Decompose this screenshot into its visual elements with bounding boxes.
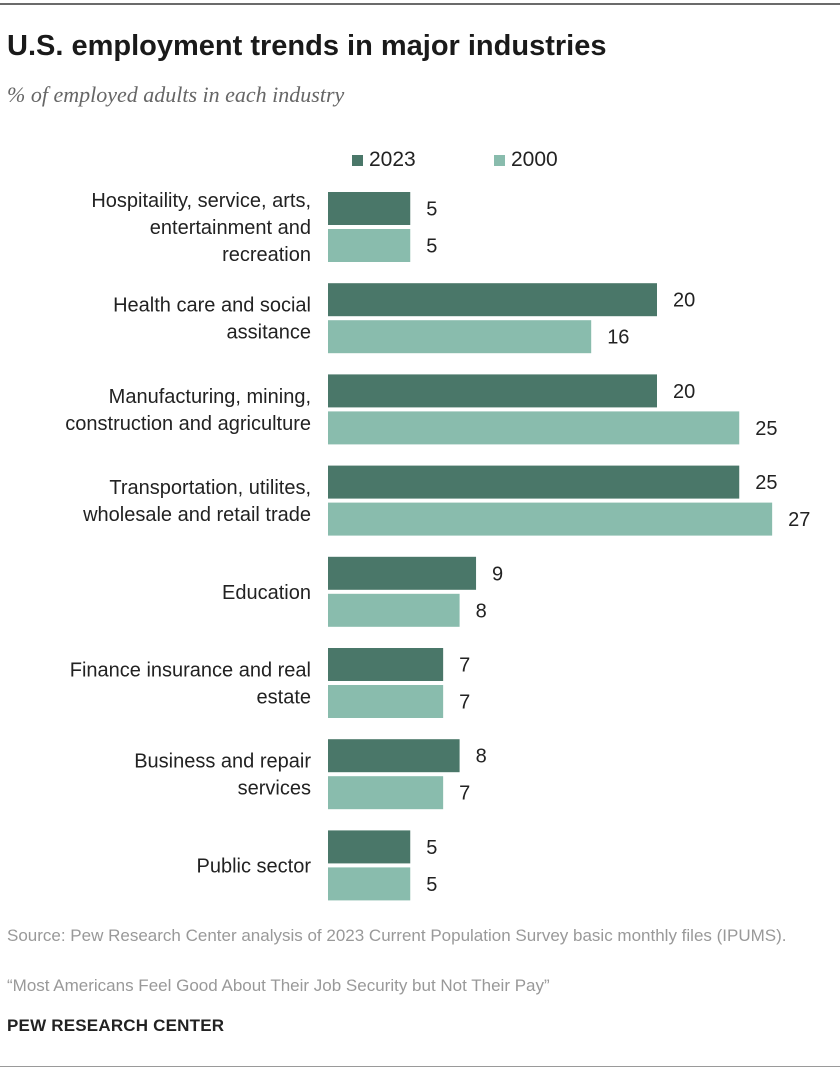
- value-label-2000: 5: [426, 236, 437, 258]
- chart-subtitle: % of employed adults in each industry: [7, 82, 345, 107]
- value-label-2023: 5: [426, 199, 437, 221]
- bar-chart: Hospitaility, service, arts, entertainmen…: [65, 190, 810, 901]
- bar-2023: [328, 739, 460, 773]
- category-label: Public sector: [197, 855, 312, 877]
- category-label: Business and repair services: [134, 751, 311, 800]
- value-label-2000: 27: [788, 509, 810, 531]
- category-label: Health care and social assitance: [113, 295, 311, 344]
- value-label-2000: 16: [607, 327, 629, 349]
- value-label-2023: 8: [476, 746, 487, 768]
- value-label-2023: 7: [459, 655, 470, 677]
- source-note: Source: Pew Research Center analysis of …: [7, 926, 787, 945]
- category-label: Manufacturing, mining, construction and a…: [65, 386, 311, 435]
- value-label-2023: 5: [426, 837, 437, 859]
- bar-2000: [328, 320, 592, 354]
- brand-name: PEW RESEARCH CENTER: [7, 1016, 225, 1035]
- bottom-rule: [0, 1066, 840, 1067]
- legend-swatch-2023: [352, 154, 363, 166]
- report-title-note: “Most Americans Feel Good About Their Jo…: [7, 976, 550, 995]
- legend-item-2023: 2023: [352, 148, 416, 172]
- legend-swatch-2000: [494, 154, 505, 166]
- bar-2023: [328, 648, 444, 681]
- value-label-2000: 25: [755, 418, 777, 440]
- value-label-2000: 8: [476, 600, 487, 622]
- value-label-2023: 20: [673, 290, 695, 312]
- value-label-2023: 25: [755, 472, 777, 494]
- value-label-2000: 7: [459, 692, 470, 714]
- legend-item-2000: 2000: [494, 148, 558, 172]
- bar-2000: [328, 411, 740, 445]
- legend-label-2023: 2023: [369, 148, 416, 171]
- bar-2000: [328, 502, 773, 536]
- chart-title: U.S. employment trends in major industri…: [7, 30, 607, 62]
- bar-2023: [328, 830, 411, 864]
- category-label: Transportation, utilites, wholesale and r…: [82, 477, 311, 526]
- bar-2000: [328, 776, 444, 810]
- bar-2023: [328, 192, 411, 225]
- value-label-2000: 5: [426, 874, 437, 896]
- category-label: Education: [222, 582, 311, 604]
- legend-label-2000: 2000: [511, 148, 558, 171]
- category-label: Finance insurance and real estate: [70, 660, 311, 709]
- bar-2000: [328, 593, 460, 627]
- bar-2023: [328, 465, 740, 499]
- bar-2000: [328, 229, 411, 262]
- value-label-2000: 7: [459, 783, 470, 805]
- bar-2000: [328, 867, 411, 901]
- bar-2023: [328, 374, 657, 408]
- top-rule: [0, 3, 840, 5]
- category-label: Hospitaility, service, arts, entertainmen…: [91, 190, 311, 266]
- bar-2000: [328, 685, 444, 718]
- value-label-2023: 20: [673, 381, 695, 403]
- legend: 2023 2000: [0, 148, 840, 174]
- value-label-2023: 9: [492, 563, 503, 585]
- bar-2023: [328, 283, 657, 317]
- bar-2023: [328, 556, 477, 590]
